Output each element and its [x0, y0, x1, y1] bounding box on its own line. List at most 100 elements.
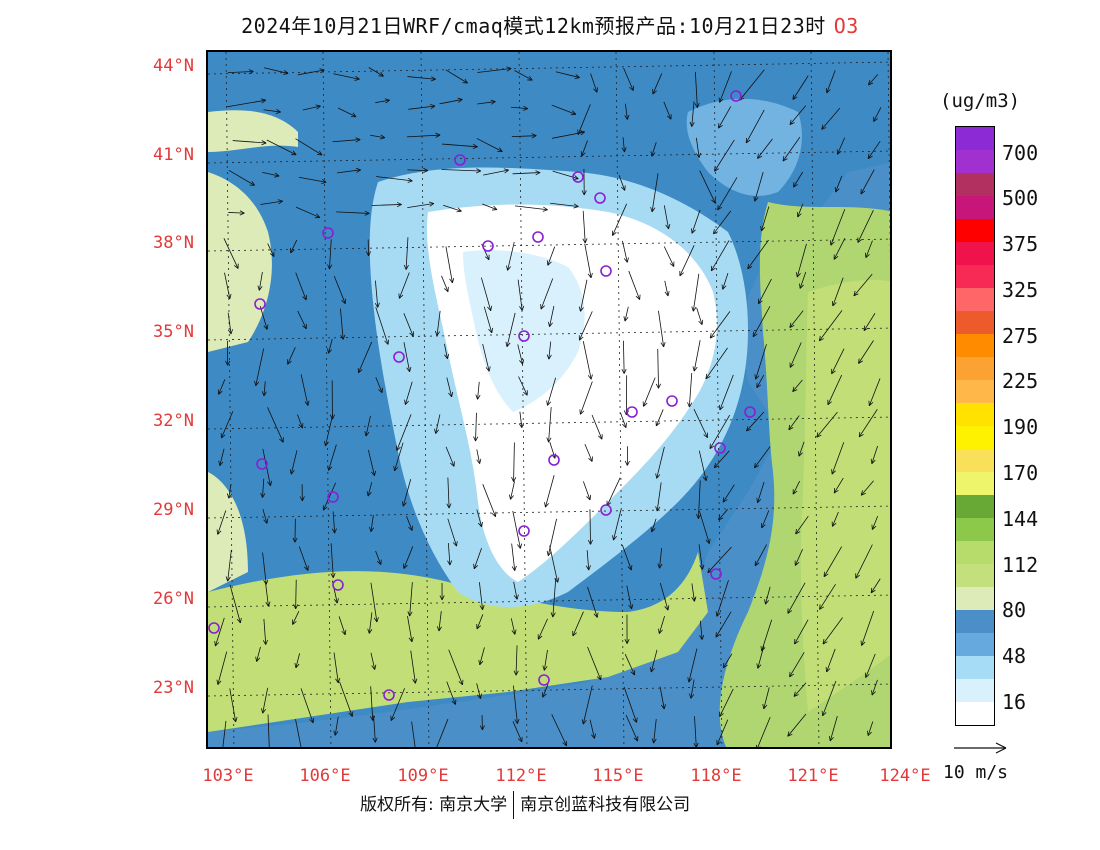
wind-vector: [517, 344, 523, 365]
station-marker[interactable]: [666, 395, 678, 407]
wind-vector: [549, 545, 559, 583]
wind-vector-head: [396, 202, 402, 205]
station-marker[interactable]: [322, 227, 334, 239]
wind-vector: [543, 649, 548, 671]
wind-vector-head: [393, 465, 395, 471]
lat-label-35: 35°N: [153, 322, 194, 342]
wind-vector-head: [794, 562, 800, 566]
station-marker[interactable]: [714, 442, 726, 454]
station-marker[interactable]: [600, 504, 612, 516]
map-frame[interactable]: [206, 50, 892, 749]
wind-vector: [407, 169, 428, 171]
station-marker[interactable]: [454, 154, 466, 166]
wind-vector-head: [464, 78, 468, 84]
wind-vector: [691, 583, 695, 602]
wind-vector-head: [364, 213, 370, 216]
wind-vector-head: [660, 704, 665, 710]
station-marker[interactable]: [393, 351, 405, 363]
wind-vector: [572, 611, 584, 637]
wind-vector-head: [787, 610, 793, 614]
wind-vector-head: [860, 190, 866, 195]
wind-vector-head: [716, 612, 721, 617]
meridian-line: [810, 52, 820, 747]
station-marker[interactable]: [538, 674, 550, 686]
wind-vector-head: [860, 490, 863, 496]
wind-vector-head: [827, 401, 833, 406]
cb-label-170: 170: [1002, 461, 1039, 485]
wind-vector-head: [477, 394, 481, 400]
wind-vector-head: [819, 606, 825, 610]
wind-vector: [579, 381, 593, 415]
wind-vector-head: [263, 519, 268, 524]
wind-vector-head: [832, 522, 837, 527]
station-marker[interactable]: [710, 568, 722, 580]
wind-vector: [263, 618, 267, 645]
station-marker[interactable]: [383, 689, 395, 701]
graticule: [208, 52, 890, 747]
wind-vector-head: [787, 731, 790, 737]
wind-vector-head: [739, 97, 745, 101]
wind-vector-head: [753, 196, 756, 202]
wind-vector-head: [216, 679, 219, 685]
station-marker[interactable]: [256, 458, 268, 470]
wind-vector-head: [574, 175, 579, 180]
station-marker[interactable]: [254, 298, 266, 310]
colorbar-cell: [956, 150, 994, 173]
wind-vector-head: [379, 137, 385, 140]
wind-vector-head: [696, 102, 700, 108]
station-marker[interactable]: [482, 240, 494, 252]
wind-vector-head: [590, 374, 593, 380]
wind-vector: [688, 373, 693, 408]
wind-vector-head: [755, 375, 760, 380]
wind-vector-head: [336, 598, 339, 604]
wind-vector: [215, 617, 225, 647]
station-marker[interactable]: [730, 90, 742, 102]
monitoring-stations: [208, 90, 756, 701]
station-marker[interactable]: [332, 579, 344, 591]
wind-vector-head: [746, 428, 752, 432]
wind-vector: [651, 518, 657, 533]
wind-vector: [763, 687, 770, 709]
station-marker[interactable]: [548, 454, 560, 466]
wind-vector: [263, 109, 281, 113]
wind-vector-head: [789, 122, 795, 126]
wind-vector-head: [582, 238, 586, 244]
wind-vector-head: [578, 306, 581, 312]
wind-vector: [373, 715, 376, 743]
wind-vector-head: [520, 543, 523, 549]
station-marker[interactable]: [327, 491, 339, 503]
station-marker[interactable]: [208, 622, 220, 634]
wind-vector: [858, 340, 874, 364]
wind-vector-head: [861, 641, 866, 646]
station-marker[interactable]: [532, 231, 544, 243]
wind-vector: [656, 446, 665, 479]
wind-vector: [653, 719, 657, 744]
wind-vector-head: [858, 358, 860, 364]
wind-vector: [547, 518, 557, 556]
colorbar-cell: [956, 449, 994, 472]
wind-vector-head: [435, 132, 441, 136]
wind-vector-head: [691, 122, 695, 127]
wind-vector: [761, 510, 770, 529]
wind-vector-head: [219, 461, 224, 466]
wind-vector: [826, 70, 836, 94]
wind-vector: [754, 544, 767, 567]
parallel-line: [208, 416, 890, 430]
wind-vector: [819, 584, 836, 610]
station-marker[interactable]: [518, 330, 530, 342]
wind-vector-head: [522, 108, 528, 111]
station-marker[interactable]: [518, 525, 530, 537]
station-marker[interactable]: [744, 406, 756, 418]
wind-vector: [591, 414, 603, 440]
wind-vector-head: [292, 150, 297, 155]
station-marker[interactable]: [572, 171, 584, 183]
lat-label-29: 29°N: [153, 500, 194, 520]
station-marker[interactable]: [626, 406, 638, 418]
wind-vector: [716, 580, 729, 617]
station-marker[interactable]: [600, 265, 612, 277]
wind-vector: [262, 552, 267, 585]
wind-vector-head: [831, 370, 836, 375]
station-marker[interactable]: [594, 192, 606, 204]
wind-vector-head: [703, 434, 708, 438]
wind-vector: [586, 550, 590, 571]
